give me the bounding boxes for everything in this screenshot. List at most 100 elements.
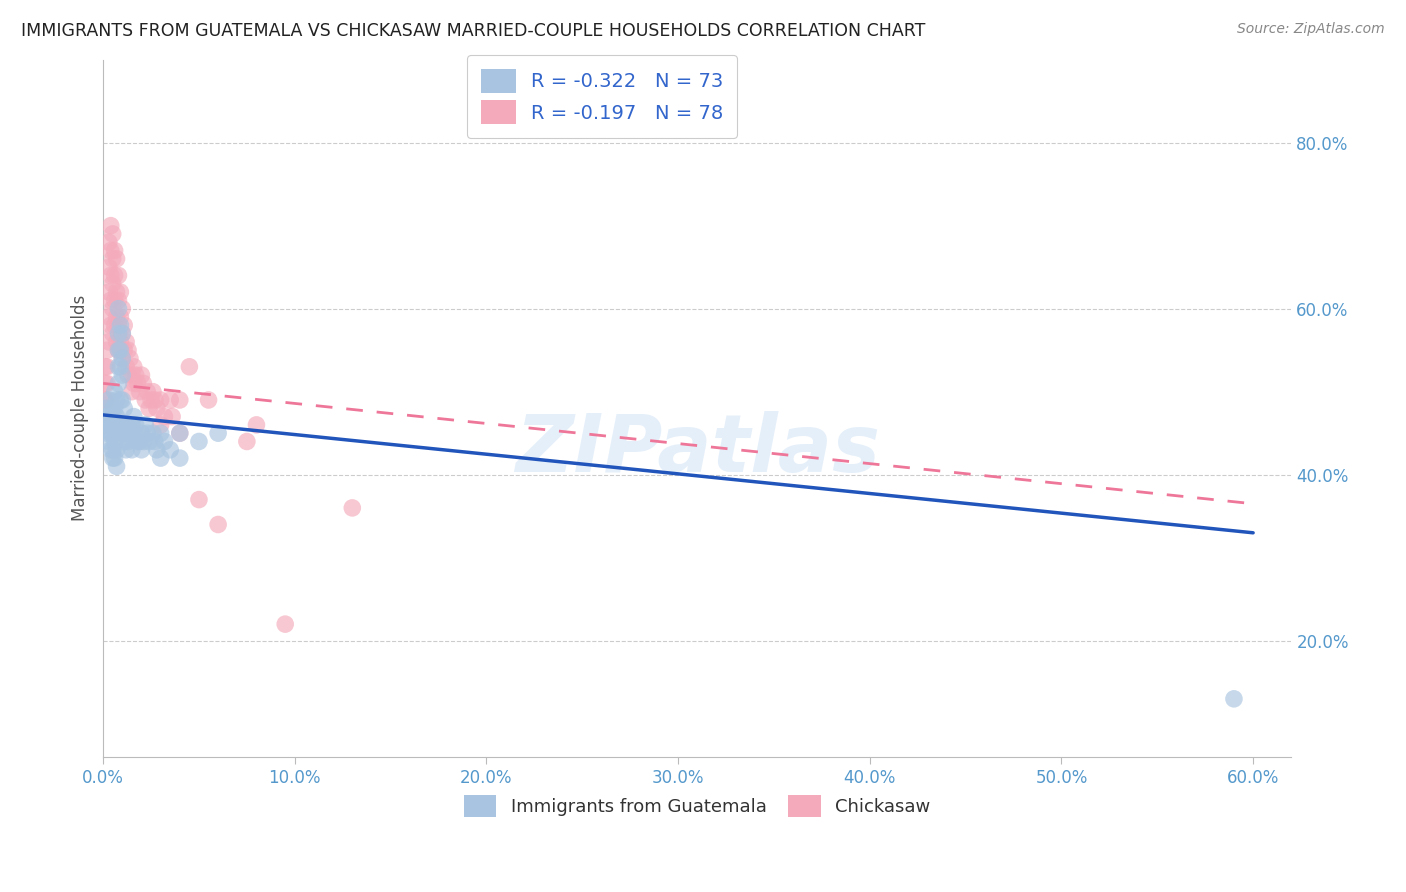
Point: [100, 426, 122, 441]
Point: [100, 442, 122, 457]
Point: [105, 310, 128, 324]
Point: [117, 434, 139, 449]
Point: [105, 392, 128, 407]
Point: [105, 334, 128, 349]
Point: [245, 417, 267, 432]
Point: [122, 409, 145, 424]
Point: [101, 442, 124, 457]
Point: [112, 343, 135, 358]
Point: [110, 285, 132, 299]
Point: [115, 426, 138, 441]
Point: [134, 392, 156, 407]
Point: [100, 293, 122, 308]
Point: [104, 318, 127, 333]
Point: [132, 434, 155, 449]
Point: [96, 343, 118, 358]
Point: [342, 500, 364, 515]
Point: [107, 343, 129, 358]
Point: [112, 434, 135, 449]
Legend: Immigrants from Guatemala, Chickasaw: Immigrants from Guatemala, Chickasaw: [457, 789, 938, 824]
Point: [128, 434, 150, 449]
Point: [149, 426, 172, 441]
Point: [107, 301, 129, 316]
Point: [149, 417, 172, 432]
Point: [96, 392, 118, 407]
Point: [169, 426, 191, 441]
Point: [115, 442, 138, 457]
Point: [153, 434, 176, 449]
Point: [104, 244, 127, 258]
Point: [100, 417, 122, 432]
Point: [122, 376, 145, 391]
Point: [179, 359, 201, 374]
Point: [94, 359, 117, 374]
Point: [97, 285, 120, 299]
Point: [105, 252, 128, 266]
Point: [101, 301, 124, 316]
Point: [207, 426, 229, 441]
Point: [110, 318, 132, 333]
Point: [131, 442, 153, 457]
Point: [169, 392, 191, 407]
Point: [110, 334, 132, 349]
Point: [169, 426, 191, 441]
Text: IMMIGRANTS FROM GUATEMALA VS CHICKASAW MARRIED-COUPLE HOUSEHOLDS CORRELATION CHA: IMMIGRANTS FROM GUATEMALA VS CHICKASAW M…: [21, 22, 925, 40]
Point: [96, 401, 118, 416]
Point: [111, 426, 134, 441]
Point: [118, 426, 141, 441]
Point: [207, 517, 229, 532]
Point: [146, 401, 169, 416]
Point: [100, 219, 122, 233]
Point: [112, 417, 135, 432]
Point: [121, 368, 143, 382]
Point: [131, 368, 153, 382]
Text: Source: ZipAtlas.com: Source: ZipAtlas.com: [1237, 22, 1385, 37]
Point: [97, 334, 120, 349]
Point: [143, 434, 166, 449]
Point: [1223, 691, 1246, 706]
Point: [117, 368, 139, 382]
Point: [236, 434, 259, 449]
Point: [110, 310, 132, 324]
Point: [101, 252, 124, 266]
Point: [107, 376, 129, 391]
Point: [125, 417, 148, 432]
Point: [94, 392, 117, 407]
Point: [127, 434, 149, 449]
Point: [96, 376, 118, 391]
Point: [97, 310, 120, 324]
Point: [125, 368, 148, 382]
Point: [111, 301, 134, 316]
Point: [134, 417, 156, 432]
Point: [111, 368, 134, 382]
Point: [142, 426, 165, 441]
Point: [105, 459, 128, 474]
Point: [111, 351, 134, 366]
Point: [96, 426, 118, 441]
Point: [105, 426, 128, 441]
Point: [112, 318, 135, 333]
Point: [122, 359, 145, 374]
Point: [94, 409, 117, 424]
Point: [117, 417, 139, 432]
Point: [107, 318, 129, 333]
Point: [97, 260, 120, 274]
Point: [159, 392, 181, 407]
Point: [274, 617, 297, 632]
Point: [138, 434, 160, 449]
Point: [149, 392, 172, 407]
Point: [100, 409, 122, 424]
Point: [160, 409, 183, 424]
Point: [94, 376, 117, 391]
Point: [132, 376, 155, 391]
Point: [107, 343, 129, 358]
Point: [97, 235, 120, 250]
Point: [104, 434, 127, 449]
Point: [101, 426, 124, 441]
Point: [110, 417, 132, 432]
Point: [136, 426, 159, 441]
Point: [100, 244, 122, 258]
Point: [188, 492, 211, 507]
Point: [169, 451, 191, 466]
Point: [115, 359, 138, 374]
